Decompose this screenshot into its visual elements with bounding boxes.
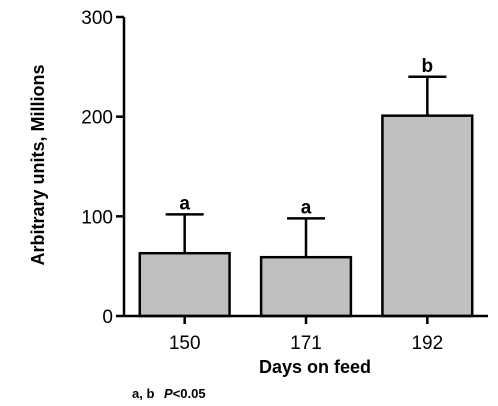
y-axis-title: Arbitrary units, Millions bbox=[28, 64, 48, 265]
bar-150 bbox=[138, 251, 231, 318]
y-tick-label: 0 bbox=[102, 307, 113, 328]
significance-footnote: a, b P<0.05 bbox=[132, 386, 206, 401]
bar-192 bbox=[381, 114, 474, 318]
x-axis-title: Days on feed bbox=[259, 357, 371, 377]
x-axis: 150 171 192 bbox=[124, 314, 488, 354]
significance-label-150: a bbox=[179, 193, 190, 214]
bars: a a b bbox=[138, 56, 474, 318]
footnote-threshold: <0.05 bbox=[173, 386, 206, 401]
footnote-letters: a, b bbox=[132, 386, 154, 401]
x-tick-label: 171 bbox=[290, 333, 322, 354]
footnote-stat: P bbox=[164, 386, 173, 401]
bar-171 bbox=[259, 255, 353, 318]
y-tick-label: 300 bbox=[81, 8, 113, 29]
x-tick-label: 150 bbox=[169, 333, 201, 354]
y-tick-label: 200 bbox=[81, 108, 113, 129]
y-axis: 0 100 200 300 bbox=[81, 8, 126, 328]
significance-label-171: a bbox=[301, 197, 312, 218]
y-tick-label: 100 bbox=[81, 207, 113, 228]
significance-label-192: b bbox=[422, 56, 434, 77]
x-tick-label: 192 bbox=[411, 333, 443, 354]
